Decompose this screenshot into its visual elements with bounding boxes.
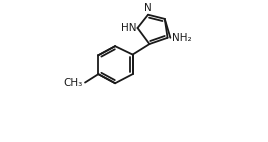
Text: N: N — [144, 3, 152, 13]
Text: HN: HN — [121, 23, 136, 33]
Text: CH₃: CH₃ — [63, 78, 82, 88]
Text: NH₂: NH₂ — [173, 33, 192, 43]
